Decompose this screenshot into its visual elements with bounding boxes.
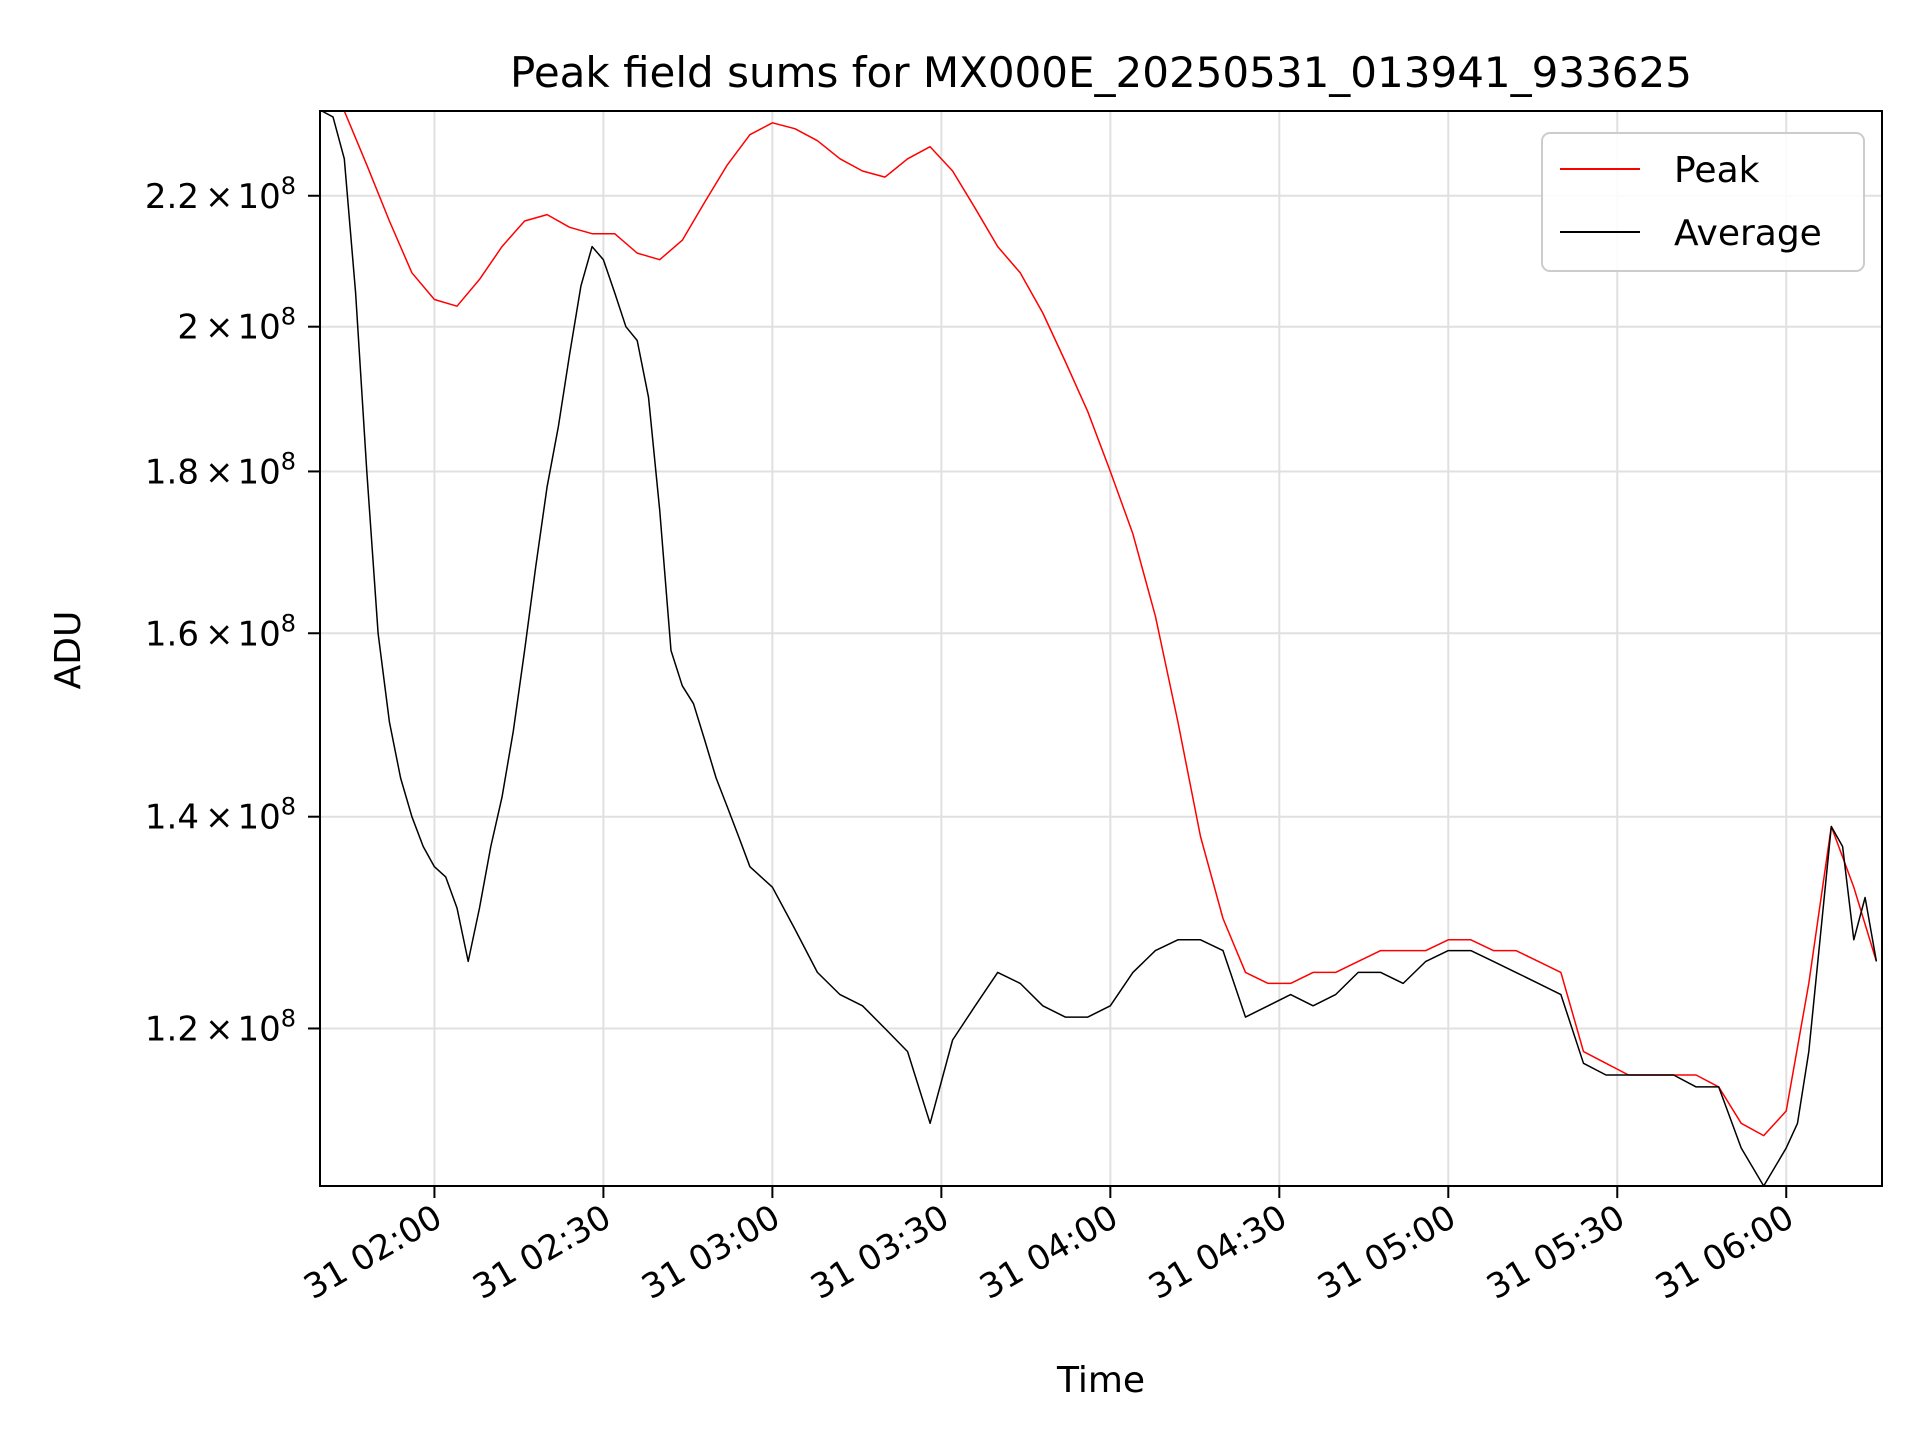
- y-tick-exponent: 8: [281, 172, 296, 200]
- y-tick-base: 10: [237, 798, 280, 838]
- y-tick-times: ×: [205, 177, 234, 217]
- series-layer: [321, 110, 1878, 1187]
- y-tick-mantissa: 1.6: [145, 614, 199, 654]
- y-tick-times: ×: [205, 452, 234, 492]
- series-line-average: [321, 110, 1878, 1187]
- y-tick-mantissa: 1.8: [145, 452, 199, 492]
- y-tick-exponent: 8: [281, 793, 296, 821]
- y-tick-exponent: 8: [281, 303, 296, 331]
- plot-frame: [319, 110, 1883, 1187]
- chart-title: Peak field sums for MX000E_20250531_0139…: [510, 48, 1692, 97]
- y-tick-mantissa: 1.4: [145, 798, 199, 838]
- legend-peak-label: Peak: [1674, 150, 1760, 191]
- legend-average-label: Average: [1674, 213, 1822, 254]
- grid-layer: [320, 111, 1882, 1186]
- y-tick-exponent: 8: [281, 609, 296, 637]
- y-tick-times: ×: [205, 1009, 234, 1049]
- y-tick-mantissa: 1.2: [145, 1009, 199, 1049]
- y-tick-exponent: 8: [281, 1004, 296, 1032]
- y-tick-base: 10: [237, 614, 280, 654]
- y-tick-times: ×: [205, 308, 234, 348]
- x-axis-label: Time: [1056, 1360, 1145, 1401]
- y-tick-base: 10: [237, 308, 280, 348]
- y-tick-label: 1.8 × 108: [145, 447, 296, 492]
- series-line-peak: [321, 110, 1878, 1137]
- y-tick-label: 1.2 × 108: [145, 1004, 296, 1049]
- y-tick-mantissa: 2.2: [145, 177, 199, 217]
- y-tick-base: 10: [237, 452, 280, 492]
- y-tick-label: 2.2 × 108: [145, 172, 296, 217]
- legend: Peak Average: [1541, 132, 1865, 272]
- y-axis-label: ADU: [48, 611, 89, 690]
- y-tick-base: 10: [237, 1009, 280, 1049]
- y-tick-times: ×: [205, 614, 234, 654]
- y-tick-exponent: 8: [281, 447, 296, 475]
- y-tick-times: ×: [205, 798, 234, 838]
- legend-box: [1541, 132, 1865, 272]
- y-tick-label: 1.4 × 108: [145, 793, 296, 838]
- y-tick-label: 1.6 × 108: [145, 609, 296, 654]
- y-tick-base: 10: [237, 177, 280, 217]
- y-tick-mantissa: 2: [177, 308, 199, 348]
- y-tick-label: 2 × 108: [177, 303, 296, 348]
